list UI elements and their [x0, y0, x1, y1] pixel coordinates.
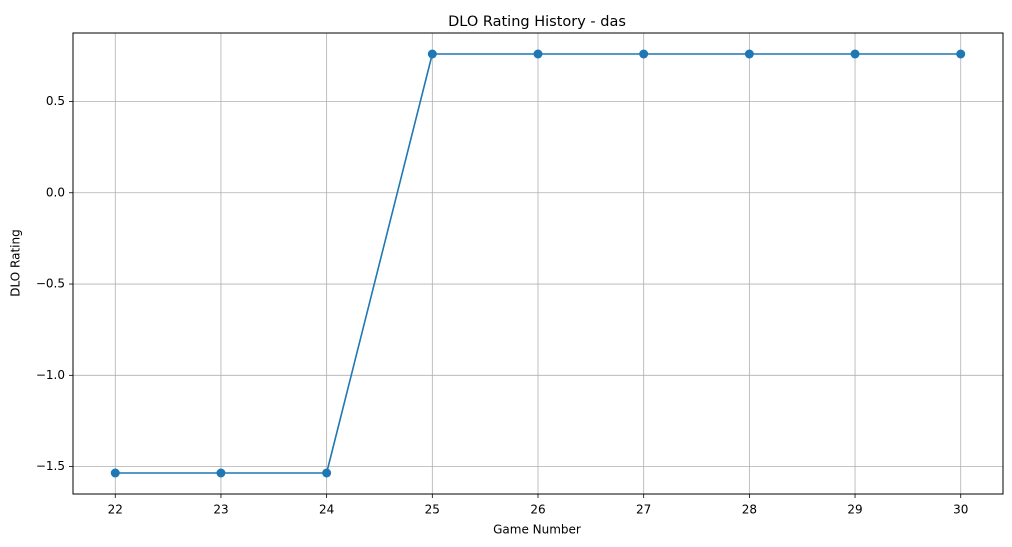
y-tick-label: 0.0	[46, 185, 65, 199]
data-point	[639, 49, 649, 59]
data-point	[427, 49, 437, 59]
data-point	[322, 468, 332, 478]
data-point	[533, 49, 543, 59]
x-tick-label: 25	[425, 503, 440, 517]
grid-lines	[73, 33, 1003, 494]
data-point	[956, 49, 966, 59]
x-tick-label: 29	[847, 503, 862, 517]
x-tick-label: 30	[953, 503, 968, 517]
chart-title: DLO Rating History - das	[448, 14, 626, 30]
data-point	[744, 49, 754, 59]
data-point	[110, 468, 120, 478]
y-axis-label: DLO Rating	[9, 229, 23, 296]
data-point	[216, 468, 226, 478]
series-layer	[110, 49, 966, 478]
y-tick-label: −0.5	[36, 277, 65, 291]
y-tick-label: 0.5	[46, 94, 65, 108]
y-tick-label: −1.0	[36, 368, 65, 382]
x-axis-ticks: 22 23 24 25 26 27 28 29 30	[108, 494, 968, 517]
plot-frame	[72, 32, 1004, 495]
y-axis-ticks: −1.5 −1.0 −0.5 0.0 0.5	[36, 94, 73, 473]
y-tick-label: −1.5	[36, 459, 65, 473]
data-point	[850, 49, 860, 59]
x-tick-label: 24	[319, 503, 334, 517]
x-tick-label: 28	[742, 503, 757, 517]
x-axis-label: Game Number	[493, 523, 581, 537]
x-tick-label: 23	[213, 503, 228, 517]
x-tick-label: 22	[108, 503, 123, 517]
x-tick-label: 27	[636, 503, 651, 517]
x-tick-label: 26	[530, 503, 545, 517]
